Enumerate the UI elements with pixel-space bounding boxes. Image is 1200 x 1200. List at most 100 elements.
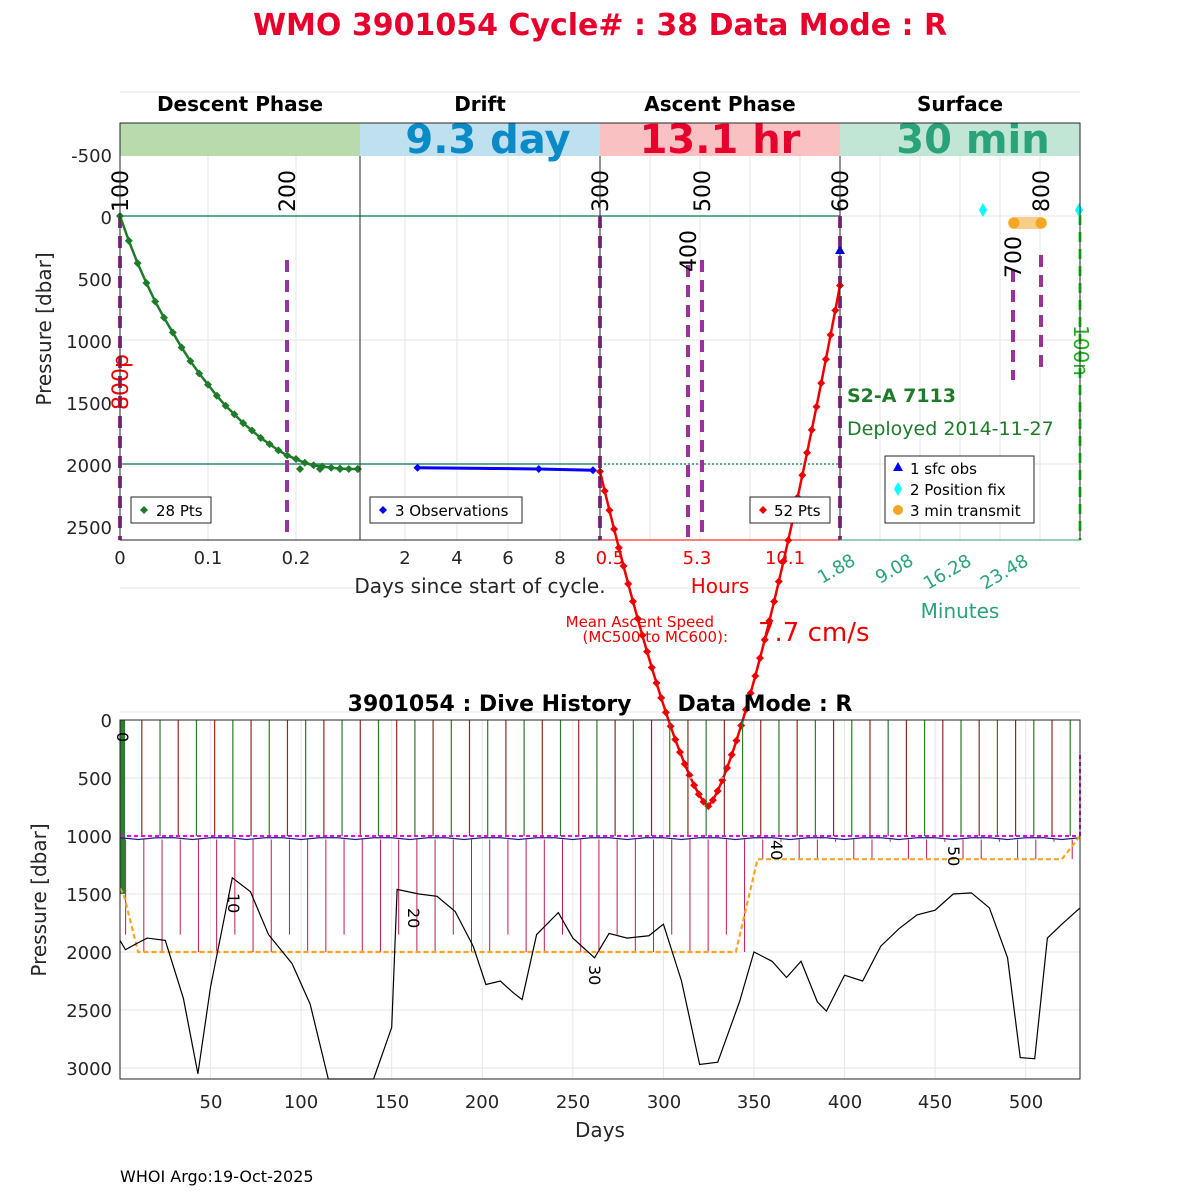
x-tick-label: 450: [918, 1092, 952, 1113]
float-label: S2-A 7113: [847, 385, 956, 407]
legend-symbol: [894, 482, 902, 496]
x-tick-label: 50: [200, 1092, 223, 1113]
phase-label-drift: Drift: [454, 92, 506, 116]
ascent-point: [821, 355, 830, 364]
ascent-point: [605, 506, 614, 515]
transmit-marker: [1035, 217, 1047, 229]
position-fix-marker: [1075, 203, 1083, 217]
x-tick-label: 350: [737, 1092, 771, 1113]
x-tick-label: 8: [554, 548, 565, 569]
ascent-point: [741, 705, 750, 714]
ascent-point: [723, 764, 732, 773]
mean-ascent-sublabel: (MC500 to MC600):: [583, 628, 728, 646]
legend-text: 1 sfc obs: [910, 460, 977, 478]
x-tick-label: 100: [284, 1092, 318, 1113]
mean-ascent-value: 7.7 cm/s: [758, 618, 870, 648]
legend-symbol: [893, 505, 903, 515]
phase-band-ascent: [600, 123, 840, 156]
descent-point: [296, 464, 304, 473]
ascent-point: [803, 448, 812, 457]
descent-point: [230, 410, 239, 419]
ascent-point: [751, 671, 760, 680]
surface-side-label: 100n: [1069, 325, 1093, 376]
y-tick-label: 500: [78, 270, 112, 291]
legend-symbol: [379, 506, 387, 514]
descent-point: [336, 464, 344, 473]
descent-legend: 28 Pts: [130, 496, 212, 524]
cycle-label: 30: [585, 965, 604, 985]
ascent-point: [638, 631, 647, 640]
x-tick-label: 0.1: [194, 548, 223, 569]
cycle-label: 40: [767, 840, 786, 860]
descent-point: [274, 446, 283, 455]
y-tick-label: -500: [71, 146, 112, 167]
ascent-point: [610, 525, 619, 534]
x-tick-label: 0: [114, 548, 125, 569]
x-tick-label: 1.88: [814, 550, 859, 588]
ascent-point: [614, 543, 623, 552]
x-tick-label: 0.2: [282, 548, 311, 569]
ascent-point: [770, 597, 779, 606]
ascent-point: [657, 693, 666, 702]
descent-point: [133, 259, 142, 268]
drift-series: [413, 463, 597, 475]
descent-x-ticks: 0 0.1 0.2: [114, 548, 310, 569]
bottom-y-ticks: 0 500 1000 1500 2000 2500 3000: [66, 711, 112, 1080]
event-label: 100: [109, 170, 134, 212]
event-label: 500: [691, 170, 716, 212]
y-tick-label: 1000: [66, 827, 112, 848]
ascent-point: [624, 579, 633, 588]
descent-point: [256, 433, 265, 442]
y-tick-label: 2000: [66, 943, 112, 964]
ascent-point: [633, 614, 642, 623]
cycle-label: 20: [404, 908, 423, 928]
y-tick-label: 500: [78, 769, 112, 790]
profile-depth-line: [119, 835, 1081, 954]
y-tick-label: 2500: [66, 518, 112, 539]
x-tick-label: 200: [465, 1092, 499, 1113]
descent-point: [300, 458, 309, 467]
x-tick-label: 2: [399, 548, 410, 569]
drift-duration: 9.3 day: [405, 117, 570, 163]
ascent-point: [652, 678, 661, 687]
cycle-label: 0: [113, 732, 132, 742]
drift-depth-line: [119, 837, 1081, 841]
ascent-point: [812, 402, 821, 411]
ascent-legend: 52 Pts: [749, 496, 831, 524]
drift-legend: 3 Observations: [369, 496, 523, 524]
ascent-x-ticks: 0.5 5.3 10.1: [596, 548, 805, 569]
descent-point: [168, 328, 177, 337]
ascent-point: [774, 577, 783, 586]
x-tick-label: 5.3: [683, 548, 712, 569]
ascent-point: [680, 760, 689, 769]
dive-history-series: [119, 720, 1081, 1080]
legend-text: 52 Pts: [774, 502, 821, 520]
ascent-point: [765, 616, 774, 625]
page-title: WMO 3901054 Cycle# : 38 Data Mode : R: [253, 8, 947, 43]
descent-point: [292, 455, 300, 464]
top-grid: [120, 91, 1080, 837]
ascent-point: [676, 748, 684, 757]
event-label: 600: [829, 170, 854, 212]
cycle-label: 50: [944, 846, 963, 866]
ascent-point: [643, 647, 652, 656]
event-label: 700: [1002, 236, 1027, 278]
descent-point: [344, 464, 353, 473]
legend-text: 2 Position fix: [910, 481, 1006, 499]
descent-point: [283, 451, 292, 460]
ascent-point: [727, 750, 736, 759]
descent-line: [118, 215, 358, 471]
phase-label-ascent: Ascent Phase: [644, 92, 795, 116]
legend-symbol: [893, 462, 903, 471]
x-tick-label: 250: [556, 1092, 590, 1113]
phase-label-surface: Surface: [917, 92, 1003, 116]
ascent-point: [694, 790, 703, 799]
ascent-point: [779, 557, 788, 566]
ascent-x-axis-label: Hours: [691, 574, 750, 598]
surface-duration: 30 min: [896, 117, 1049, 163]
bottom-plot-frame: [119, 719, 1081, 1080]
descent-point: [248, 426, 256, 435]
bottom-depth-line: [119, 876, 1081, 1080]
legend-symbol: [759, 506, 767, 514]
bottom-x-axis-label: Days: [575, 1118, 625, 1142]
